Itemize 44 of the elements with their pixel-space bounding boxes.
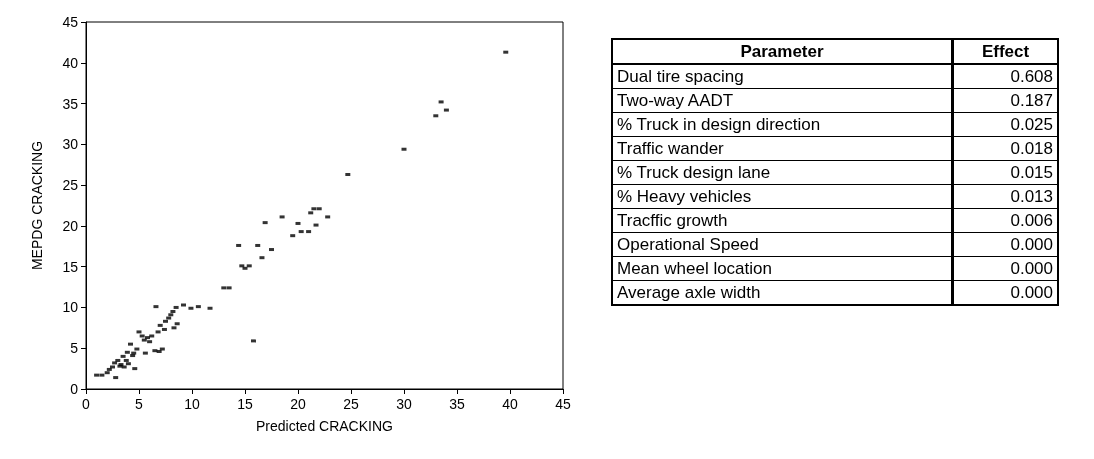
text: 0.018 [1010,139,1053,158]
text: 0.013 [1010,187,1053,206]
category-label: % Truck in design direction [612,112,953,137]
text: 0.015 [1010,163,1053,182]
text: 0.608 [1010,67,1053,86]
text: Effect [952,39,1058,64]
category-label: Dual tire spacing [612,64,953,89]
y-tick-label: 30 [62,136,79,153]
x-tick-label: 25 [343,396,359,412]
x-tick-label: 0 [82,396,91,412]
text: 0.000 [1010,283,1053,302]
text: Parameter [612,39,953,64]
x-axis-title: Predicted CRACKING [256,418,393,434]
category-label: Average axle width [612,280,953,305]
y-tick-label: 5 [70,340,79,357]
x-tick-label: 10 [184,396,200,412]
x-tick-label: 30 [396,396,412,412]
x-tick-label: 15 [237,396,253,412]
y-tick-label: 35 [62,95,79,112]
category-label: Two-way AADT [612,88,953,113]
category-label: Tracffic growth [612,208,953,233]
y-tick-label: 15 [62,258,79,275]
y-tick-label: 20 [62,217,79,234]
category-label: Traffic wander [612,136,953,161]
y-tick-label: 25 [62,177,79,194]
text: 0.006 [1010,211,1053,230]
x-tick-label: 35 [449,396,465,412]
y-tick-label: 45 [62,14,79,30]
text: 0.000 [1010,259,1053,278]
y-tick-label: 10 [62,299,79,316]
x-tick-label: 20 [290,396,306,412]
text: 0.187 [1010,91,1053,110]
category-label: % Truck design lane [612,160,953,185]
text: 0.025 [1010,115,1053,134]
x-tick-label: 45 [555,396,571,412]
text: 0.000 [1010,235,1053,254]
y-tick-label: 40 [62,54,79,71]
category-label: % Heavy vehicles [612,184,953,209]
category-label: Operational Speed [612,232,953,257]
x-tick-label: 40 [502,396,518,412]
y-axis-title: MEPDG CRACKING [29,140,45,271]
x-tick-label: 5 [135,396,144,412]
category-label: Mean wheel location [612,256,953,281]
y-tick-label: 0 [70,381,79,397]
